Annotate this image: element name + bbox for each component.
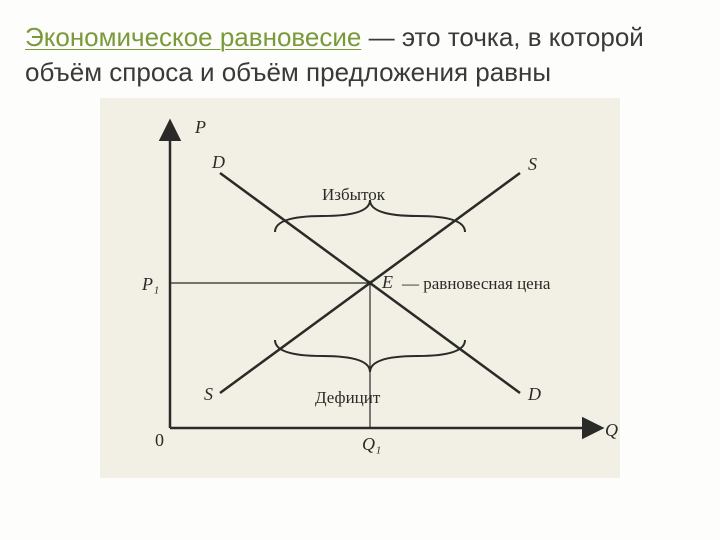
q1-label: Q₁ [362,434,381,454]
equilibrium-point [368,281,372,285]
equilibrium-label: E [381,272,393,292]
surplus-brace [275,200,465,232]
surplus-label: Избыток [322,185,386,204]
supply-label-top: S [528,154,537,174]
deficit-label: Дефицит [315,388,381,407]
demand-label-top: D [211,152,225,172]
chart-svg: P Q 0 P₁ Q₁ D S S D E — равновесная цена Избыток Деф… [100,98,620,478]
equilibrium-price-label: — равновесная цена [401,274,551,293]
p1-label: P₁ [141,274,159,294]
axis-label-q: Q [605,420,618,440]
supply-label-bottom: S [204,384,213,404]
axis-label-p: P [194,117,206,137]
equilibrium-chart: P Q 0 P₁ Q₁ D S S D E — равновесная цена Избыток Деф… [100,98,620,478]
term-link: Экономическое равновесие [25,22,361,52]
page-heading: Экономическое равновесие — это точка, в … [25,20,695,90]
origin-label: 0 [155,430,164,450]
demand-label-bottom: D [527,384,541,404]
